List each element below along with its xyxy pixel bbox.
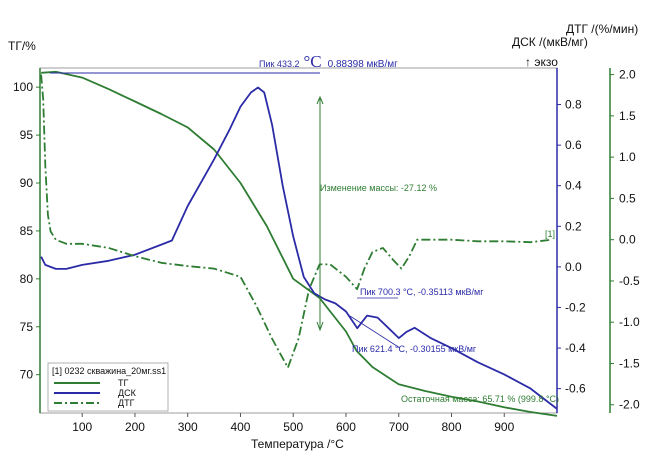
- ticks-layer: 100 200 300 400 500 600 700 800 900 70 75 80 85 90 95 1…: [13, 68, 640, 434]
- peak-433-value: 0.88398 мкВ/мг: [328, 59, 398, 70]
- y-tick-label: 90: [20, 176, 34, 190]
- dsc-tick-label: 0.0: [565, 260, 582, 274]
- dsc-tick-label: -0.4: [565, 341, 586, 355]
- dsc-exo-label: ↑ экзо: [525, 55, 558, 69]
- legend-box: [47, 362, 169, 412]
- y-tick-label: 70: [20, 368, 34, 382]
- series-line-dtg: [40, 74, 552, 369]
- peak-433-label: Пик 433.2 °C 0.88398 мкВ/мг: [259, 52, 398, 71]
- x-tick-label: 300: [178, 420, 198, 434]
- x-tick-label: 700: [389, 420, 409, 434]
- y-axis-title: ТГ/%: [8, 39, 36, 53]
- mass-change-arrowhead-bottom: [316, 321, 324, 332]
- y-tick-label: 100: [13, 80, 33, 94]
- dtg-tick-label: 1.0: [619, 150, 636, 164]
- x-tick-label: 100: [72, 420, 92, 434]
- dtg-tick-label: -1.5: [619, 356, 640, 370]
- y-tick-label: 75: [20, 320, 34, 334]
- x-tick-label: 600: [336, 420, 356, 434]
- dsc-tick-label: -0.6: [565, 382, 586, 396]
- mass-change-label: Изменение массы: -27.12 %: [320, 183, 437, 193]
- series-layer: [40, 70, 558, 417]
- x-axis-title: Температура /°C: [251, 437, 344, 451]
- legend-entry-dsc: ДСК: [118, 388, 137, 398]
- x-tick-label: 900: [494, 420, 514, 434]
- x-tick-label: 800: [441, 420, 461, 434]
- peak-621-leader: [349, 315, 401, 349]
- peak-700-label: Пик 700.3 °C, -0.35113 мкВ/мг: [360, 287, 484, 297]
- curve-tag-label: [1]: [545, 229, 555, 239]
- x-tick-label: 400: [230, 420, 250, 434]
- dsc-tick-label: 0.4: [565, 179, 582, 193]
- x-tick-label: 200: [125, 420, 145, 434]
- dsc-tick-label: 0.2: [565, 219, 582, 233]
- series-line-tg: [41, 70, 558, 417]
- y-tick-label: 95: [20, 128, 34, 142]
- dtg-tick-label: -1.0: [619, 315, 640, 329]
- dsc-axis-title: ДСК /(мкВ/мг): [512, 35, 588, 49]
- dtg-axis-title: ДТГ /(%/мин): [566, 22, 638, 36]
- legend-title: [1] 0232 скважина_20мг.ss1: [52, 366, 166, 376]
- legend-entry-tg: ТГ: [118, 378, 128, 388]
- mass-change-arrowhead-top: [316, 95, 324, 105]
- y-tick-label: 85: [20, 224, 34, 238]
- y-tick-label: 80: [20, 272, 34, 286]
- series-line-dsc: [40, 86, 558, 410]
- dsc-tick-label: -0.2: [565, 300, 586, 314]
- peak-433-unit: °C: [303, 52, 321, 71]
- dtg-tick-label: 1.5: [619, 109, 636, 123]
- residual-mass-label: Остаточная масса: 65.71 % (999.8 °C): [401, 394, 559, 404]
- dtg-tick-label: -0.5: [619, 274, 640, 288]
- peak-621-label: Пик 621.4 °C, -0.30155 мкВ/мг: [352, 344, 477, 354]
- dsc-tick-label: 0.8: [565, 98, 582, 112]
- dtg-tick-label: 2.0: [619, 68, 636, 82]
- dtg-tick-label: 0.5: [619, 191, 636, 205]
- dtg-tick-label: 0.0: [619, 233, 636, 247]
- dsc-tick-label: 0.6: [565, 138, 582, 152]
- legend-entry-dtg: ДТГ: [118, 398, 135, 408]
- peak-433-prefix: Пик 433.2: [259, 59, 299, 69]
- x-tick-label: 500: [283, 420, 303, 434]
- dtg-tick-label: -2.0: [619, 398, 640, 412]
